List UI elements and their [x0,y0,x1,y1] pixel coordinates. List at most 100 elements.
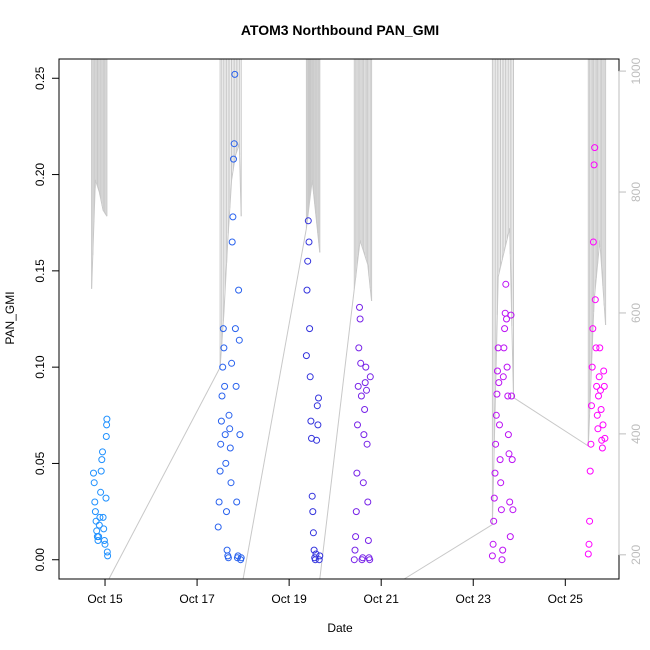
point-s1-9 [221,382,229,390]
point-s1-28 [233,498,241,506]
point-s4-13 [497,479,505,487]
point-s4-23 [503,363,511,371]
point-s0-2 [91,498,99,506]
point-s5-22 [598,444,606,452]
x-axis: Oct 15 Oct 17 Oct 19 Oct 21 Oct 23 Oct 25 [87,578,583,606]
point-s4-19 [501,325,509,333]
point-s4-7 [493,390,501,398]
point-s3-0 [350,556,358,564]
point-s2-11 [309,529,317,537]
point-s4-6 [492,411,500,419]
point-s4-4 [491,469,499,477]
point-s5-18 [596,344,604,352]
point-s0-9 [95,521,103,529]
plot-frame [58,58,620,580]
point-s1-20 [228,359,236,367]
point-s1-31 [235,286,243,294]
point-s5-16 [595,392,602,400]
point-s4-16 [499,546,507,554]
point-s5-19 [597,386,604,394]
point-s5-0 [584,550,592,558]
point-s2-0 [302,352,310,360]
point-s4-24 [504,392,512,400]
point-s4-12 [496,456,504,464]
point-s3-18 [362,363,370,371]
altitude-transit-2 [319,288,355,580]
point-s0-8 [95,533,103,541]
point-s2-12 [310,546,318,554]
chart-title: ATOM3 Northbound PAN_GMI [241,22,439,38]
point-s2-20 [315,556,323,564]
point-s4-10 [495,379,503,387]
point-s1-2 [216,467,224,475]
point-s5-4 [587,440,595,448]
point-s1-6 [219,363,227,371]
y-axis-left: 0.00 0.05 0.10 0.15 0.20 0.25 [33,66,60,572]
point-s2-3 [304,217,312,225]
point-s5-3 [586,467,594,475]
point-s0-10 [96,513,104,521]
point-s0-18 [101,540,109,548]
point-s5-13 [593,382,601,390]
point-s3-1 [351,546,359,554]
point-s1-10 [221,431,229,439]
point-s1-13 [223,546,231,554]
point-s2-15 [312,550,320,558]
point-s5-26 [601,434,609,442]
point-s3-7 [355,344,363,352]
y2-tick-label-0: 200 [629,544,643,564]
point-s5-2 [586,517,594,525]
point-s2-19 [315,394,322,402]
point-s2-7 [307,417,315,425]
point-s5-5 [588,402,595,410]
point-s4-0 [488,552,496,560]
point-s5-14 [593,411,601,419]
point-s4-26 [505,450,513,458]
y-tick-label-4: 0.20 [33,163,47,187]
point-s1-22 [229,213,237,221]
point-s3-11 [357,392,365,400]
point-s5-11 [591,296,599,304]
point-s3-19 [363,386,370,394]
point-s5-7 [589,325,597,333]
y-tick-label-2: 0.10 [33,355,47,379]
point-s1-23 [230,155,237,163]
point-s4-21 [502,280,510,288]
point-s4-2 [490,517,498,525]
x-tick-label-4: Oct 23 [456,592,492,606]
point-s1-1 [215,498,223,506]
y-tick-label-3: 0.15 [33,259,47,283]
y2-tick-label-3: 800 [629,182,643,202]
y-tick-label-0: 0.00 [33,548,47,572]
point-s4-32 [509,506,517,514]
point-s3-14 [359,479,367,487]
x-tick-label-3: Oct 21 [364,592,400,606]
point-s0-1 [90,479,98,487]
point-s2-1 [303,286,311,294]
point-s3-6 [354,382,362,390]
point-s5-25 [600,382,608,390]
point-s0-15 [99,513,107,521]
point-s5-15 [594,425,602,433]
point-s4-3 [490,494,498,502]
point-s3-10 [357,359,365,367]
point-s4-28 [506,533,514,541]
altitude-transit-1 [242,228,307,580]
point-s5-17 [595,373,603,381]
point-s1-7 [219,325,227,333]
point-s1-4 [217,417,225,425]
point-s4-11 [496,421,503,429]
x-tick-label-0: Oct 15 [87,592,123,606]
point-s4-31 [508,456,516,464]
point-s0-4 [92,517,100,525]
point-s1-17 [226,425,234,433]
point-s1-19 [227,479,235,487]
point-s0-20 [102,433,110,440]
point-s2-18 [314,421,322,429]
point-s5-12 [592,344,600,352]
point-s0-11 [97,488,105,496]
point-s4-18 [500,344,508,352]
point-s3-17 [361,379,369,387]
point-s1-32 [235,336,243,344]
y-axis-label: PAN_GMI [3,291,17,344]
